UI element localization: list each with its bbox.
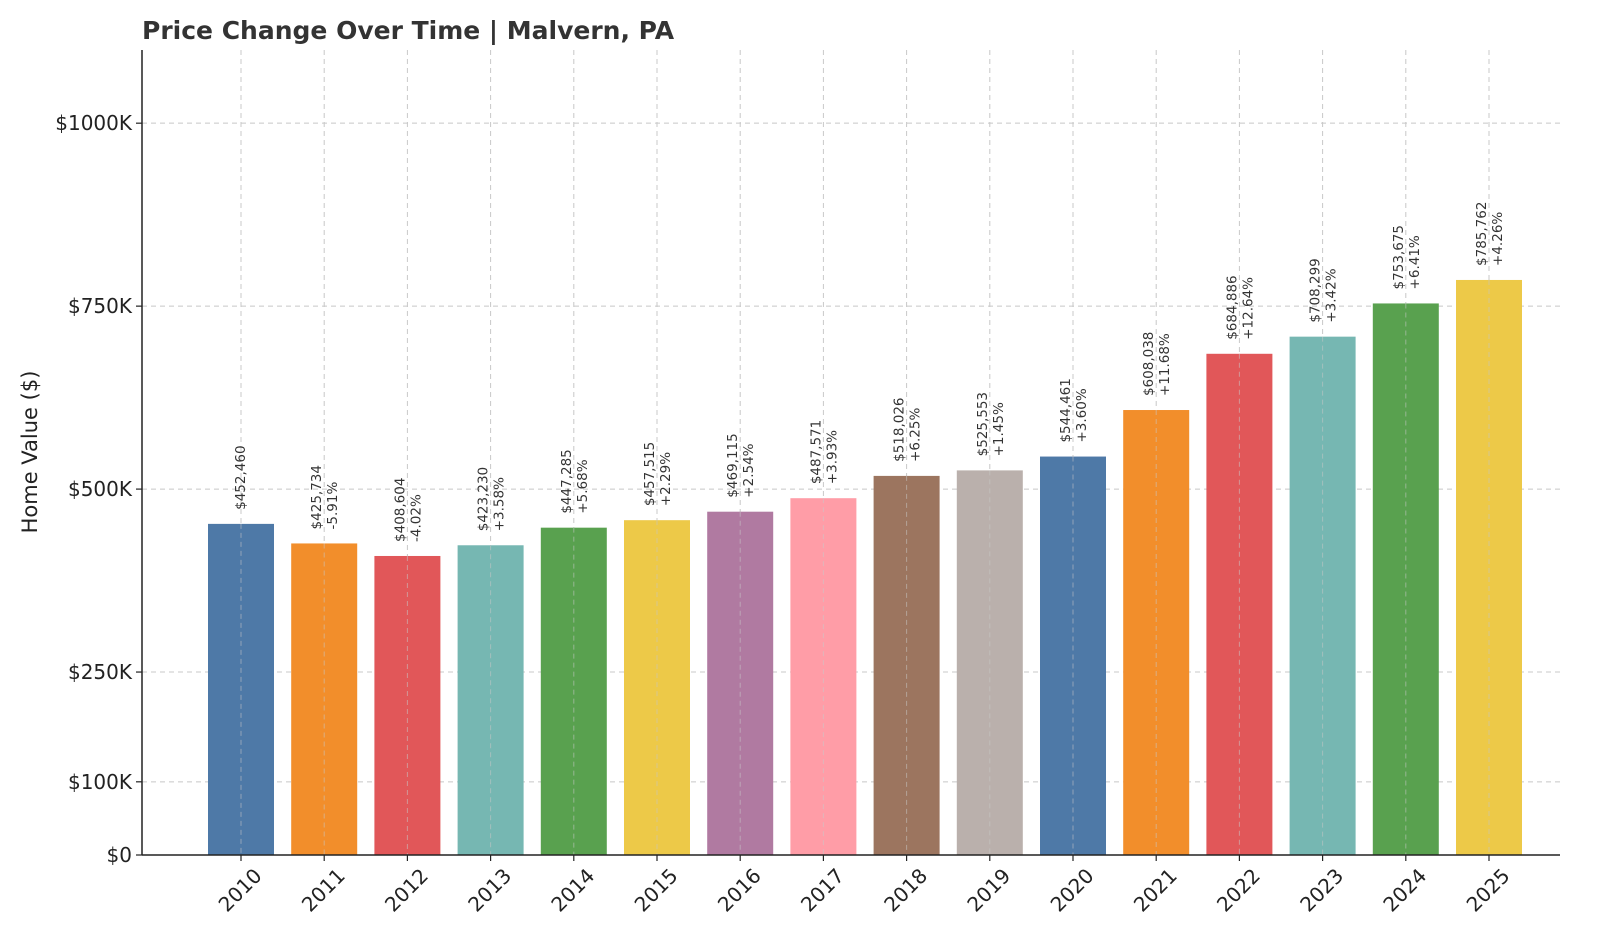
- x-tick-label: 2021: [1129, 864, 1182, 917]
- x-tick-label: 2017: [796, 864, 849, 917]
- value-label: $525,553: [975, 392, 991, 456]
- change-label: +2.29%: [658, 452, 674, 506]
- value-label: $684,886: [1224, 275, 1240, 339]
- value-label: $423,230: [476, 467, 492, 531]
- value-label: $408,604: [392, 478, 408, 542]
- y-tick-label: $250K: [68, 660, 133, 684]
- x-tick-label: 2012: [380, 864, 433, 917]
- change-label: +3.93%: [824, 430, 840, 484]
- value-label: $753,675: [1391, 225, 1407, 289]
- change-label: +4.26%: [1490, 212, 1506, 266]
- x-tick-label: 2011: [297, 864, 350, 917]
- value-label: $544,461: [1058, 378, 1074, 442]
- value-label: $469,115: [725, 433, 741, 497]
- y-tick-label: $0: [107, 843, 132, 867]
- data-labels: $452,460 $425,734 -5.91% $408,604 -4.02% $423…: [233, 202, 1506, 542]
- change-label: +12.64%: [1240, 277, 1256, 340]
- value-label: $708,299: [1308, 258, 1324, 322]
- value-label: $518,026: [892, 397, 908, 461]
- change-label: -4.02%: [408, 494, 424, 542]
- change-label: +6.25%: [908, 408, 924, 462]
- x-tick-label: 2020: [1046, 864, 1099, 917]
- change-label: +3.42%: [1324, 268, 1340, 322]
- x-tick-label: 2019: [962, 864, 1015, 917]
- change-label: +1.45%: [991, 402, 1007, 456]
- y-tick-label: $500K: [68, 477, 133, 501]
- value-label: $785,762: [1474, 202, 1490, 266]
- x-tick-label: 2013: [463, 864, 516, 917]
- change-label: +3.58%: [492, 477, 508, 531]
- value-label: $452,460: [233, 445, 249, 509]
- x-tick-label: 2018: [879, 864, 932, 917]
- y-tick-label: $100K: [68, 770, 133, 794]
- bar-2015: [624, 520, 690, 855]
- chart-title: Price Change Over Time | Malvern, PA: [142, 16, 675, 45]
- x-tick-label: 2023: [1295, 864, 1348, 917]
- x-tick-label: 2022: [1212, 864, 1265, 917]
- x-tick-labels: 2010 2011 2012 2013 2014 2015 2016 2017 2018 2019…: [214, 864, 1515, 917]
- x-tick-label: 2014: [546, 864, 599, 917]
- y-tick-label: $1000K: [55, 111, 133, 135]
- axes: [136, 50, 1560, 861]
- bar-2023: [1289, 336, 1356, 855]
- change-label: +6.41%: [1407, 235, 1423, 289]
- change-label: +2.54%: [741, 443, 757, 497]
- x-tick-label: 2010: [214, 864, 267, 917]
- x-tick-label: 2025: [1462, 864, 1515, 917]
- x-tick-label: 2016: [713, 864, 766, 917]
- value-label: $608,038: [1141, 332, 1157, 396]
- x-tick-label: 2015: [630, 864, 683, 917]
- x-tick-label: 2024: [1378, 864, 1431, 917]
- bars: [208, 279, 1522, 856]
- y-tick-labels: $0 $100K $250K $500K $750K $1000K: [55, 111, 133, 867]
- change-label: -5.91%: [325, 482, 341, 530]
- bar-2017: [790, 498, 857, 855]
- y-tick-label: $750K: [68, 294, 133, 318]
- value-label: $487,571: [808, 420, 824, 484]
- value-label: $447,285: [559, 449, 575, 513]
- value-label: $425,734: [309, 465, 325, 529]
- change-label: +5.68%: [575, 459, 591, 513]
- y-axis-label: Home Value ($): [18, 371, 42, 534]
- change-label: +3.60%: [1074, 388, 1090, 442]
- value-label: $457,515: [642, 442, 658, 506]
- change-label: +11.68%: [1157, 333, 1173, 396]
